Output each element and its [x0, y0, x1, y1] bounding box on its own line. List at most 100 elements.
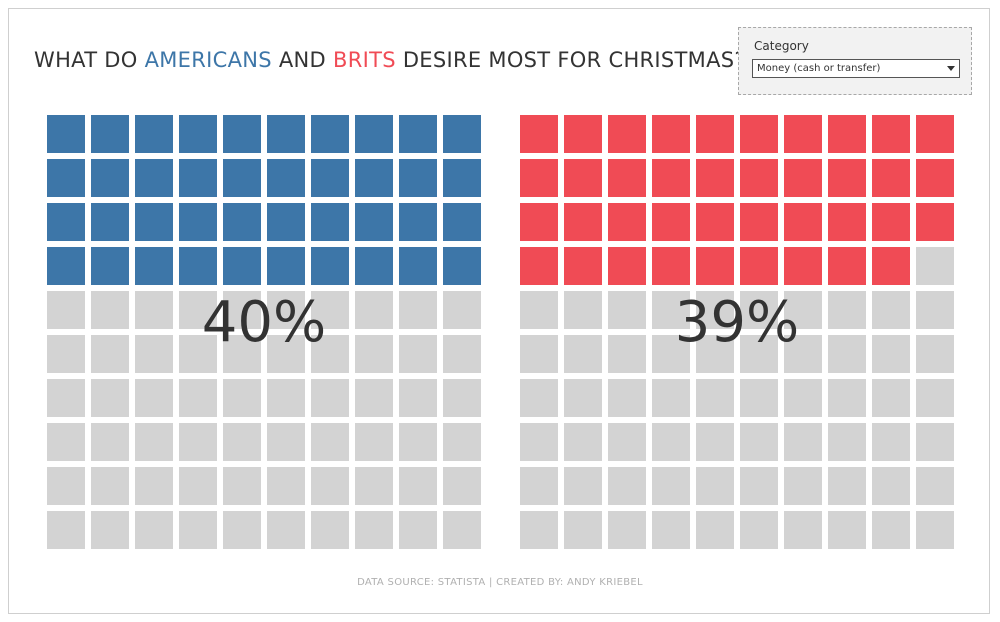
- waffle-cell-empty: [872, 335, 910, 373]
- waffle-cell-empty: [91, 379, 129, 417]
- waffle-cell-filled: [652, 159, 690, 197]
- waffle-cell-empty: [828, 511, 866, 549]
- waffle-cell-empty: [608, 511, 646, 549]
- waffle-cell-empty: [652, 335, 690, 373]
- waffle-cell-empty: [828, 379, 866, 417]
- waffle-cell-empty: [443, 379, 481, 417]
- waffle-cell-empty: [784, 335, 822, 373]
- waffle-cell-filled: [520, 115, 558, 153]
- waffle-cell-empty: [179, 423, 217, 461]
- title-brits: BRITS: [333, 48, 396, 72]
- waffle-cell-empty: [355, 511, 393, 549]
- waffle-cell-filled: [740, 115, 778, 153]
- waffle-cell-empty: [267, 467, 305, 505]
- waffle-cell-filled: [564, 159, 602, 197]
- waffle-cell-empty: [355, 335, 393, 373]
- waffle-cell-filled: [784, 159, 822, 197]
- waffle-cell-empty: [355, 467, 393, 505]
- waffle-cell-empty: [696, 379, 734, 417]
- waffle-cell-filled: [91, 203, 129, 241]
- waffle-cell-filled: [740, 159, 778, 197]
- waffle-cell-empty: [696, 335, 734, 373]
- waffle-cell-empty: [223, 335, 261, 373]
- waffle-cell-filled: [311, 115, 349, 153]
- waffle-cell-empty: [223, 423, 261, 461]
- waffle-cell-empty: [564, 335, 602, 373]
- waffle-cell-empty: [564, 291, 602, 329]
- waffle-cell-empty: [696, 291, 734, 329]
- title-americans: AMERICANS: [144, 48, 272, 72]
- waffle-cell-filled: [355, 159, 393, 197]
- waffle-cell-empty: [608, 335, 646, 373]
- waffle-cell-filled: [740, 203, 778, 241]
- waffle-cell-filled: [135, 159, 173, 197]
- waffle-cell-filled: [872, 203, 910, 241]
- waffle-cell-filled: [696, 159, 734, 197]
- waffle-cell-empty: [652, 467, 690, 505]
- waffle-cell-empty: [135, 467, 173, 505]
- waffle-cell-empty: [91, 511, 129, 549]
- waffle-cell-filled: [399, 159, 437, 197]
- waffle-cell-empty: [399, 467, 437, 505]
- waffle-cell-filled: [828, 115, 866, 153]
- waffle-cell-filled: [916, 203, 954, 241]
- waffle-cell-empty: [696, 423, 734, 461]
- waffle-cell-filled: [520, 203, 558, 241]
- waffle-cell-empty: [223, 379, 261, 417]
- waffle-cell-empty: [608, 467, 646, 505]
- waffle-cell-empty: [916, 335, 954, 373]
- waffle-cell-filled: [872, 115, 910, 153]
- waffle-cell-empty: [740, 335, 778, 373]
- waffle-cell-filled: [399, 203, 437, 241]
- waffle-cell-empty: [223, 291, 261, 329]
- waffle-cell-empty: [91, 335, 129, 373]
- waffle-cell-empty: [267, 291, 305, 329]
- category-dropdown[interactable]: Money (cash or transfer): [752, 59, 960, 78]
- waffle-cell-filled: [564, 115, 602, 153]
- waffle-cell-empty: [399, 291, 437, 329]
- waffle-cell-filled: [784, 247, 822, 285]
- waffle-cell-filled: [872, 159, 910, 197]
- waffle-cell-empty: [784, 291, 822, 329]
- waffle-cell-empty: [179, 379, 217, 417]
- waffle-cell-empty: [916, 423, 954, 461]
- footer-credits: DATA SOURCE: STATISTA | CREATED BY: ANDY…: [357, 577, 643, 588]
- waffle-cell-empty: [223, 467, 261, 505]
- waffle-cell-filled: [179, 247, 217, 285]
- waffle-cell-filled: [47, 203, 85, 241]
- dropdown-arrow-icon[interactable]: [947, 66, 955, 71]
- waffle-cell-filled: [135, 115, 173, 153]
- waffle-cell-empty: [520, 291, 558, 329]
- waffle-cell-filled: [916, 159, 954, 197]
- waffle-cell-filled: [828, 247, 866, 285]
- waffle-cell-filled: [872, 247, 910, 285]
- page-title: WHAT DO AMERICANS AND BRITS DESIRE MOST …: [34, 48, 746, 72]
- waffle-cell-empty: [223, 511, 261, 549]
- waffle-cell-empty: [355, 379, 393, 417]
- waffle-cell-filled: [520, 159, 558, 197]
- waffle-cell-filled: [179, 203, 217, 241]
- waffle-cell-filled: [828, 159, 866, 197]
- waffle-cell-empty: [784, 467, 822, 505]
- waffle-cell-empty: [311, 511, 349, 549]
- waffle-cell-empty: [828, 291, 866, 329]
- waffle-cell-empty: [872, 423, 910, 461]
- waffle-cell-empty: [311, 291, 349, 329]
- waffle-cell-filled: [443, 159, 481, 197]
- waffle-cell-empty: [872, 291, 910, 329]
- waffle-cell-filled: [608, 247, 646, 285]
- waffle-cell-filled: [311, 247, 349, 285]
- waffle-cell-empty: [828, 467, 866, 505]
- waffle-cell-empty: [916, 379, 954, 417]
- waffle-cell-empty: [355, 291, 393, 329]
- waffle-cell-empty: [443, 511, 481, 549]
- waffle-cell-empty: [916, 291, 954, 329]
- waffle-cell-empty: [179, 511, 217, 549]
- waffle-cell-empty: [872, 467, 910, 505]
- waffle-cell-filled: [399, 247, 437, 285]
- waffle-cell-empty: [267, 423, 305, 461]
- waffle-cell-filled: [179, 159, 217, 197]
- waffle-cell-empty: [135, 379, 173, 417]
- waffle-cell-empty: [47, 423, 85, 461]
- waffle-cell-empty: [740, 379, 778, 417]
